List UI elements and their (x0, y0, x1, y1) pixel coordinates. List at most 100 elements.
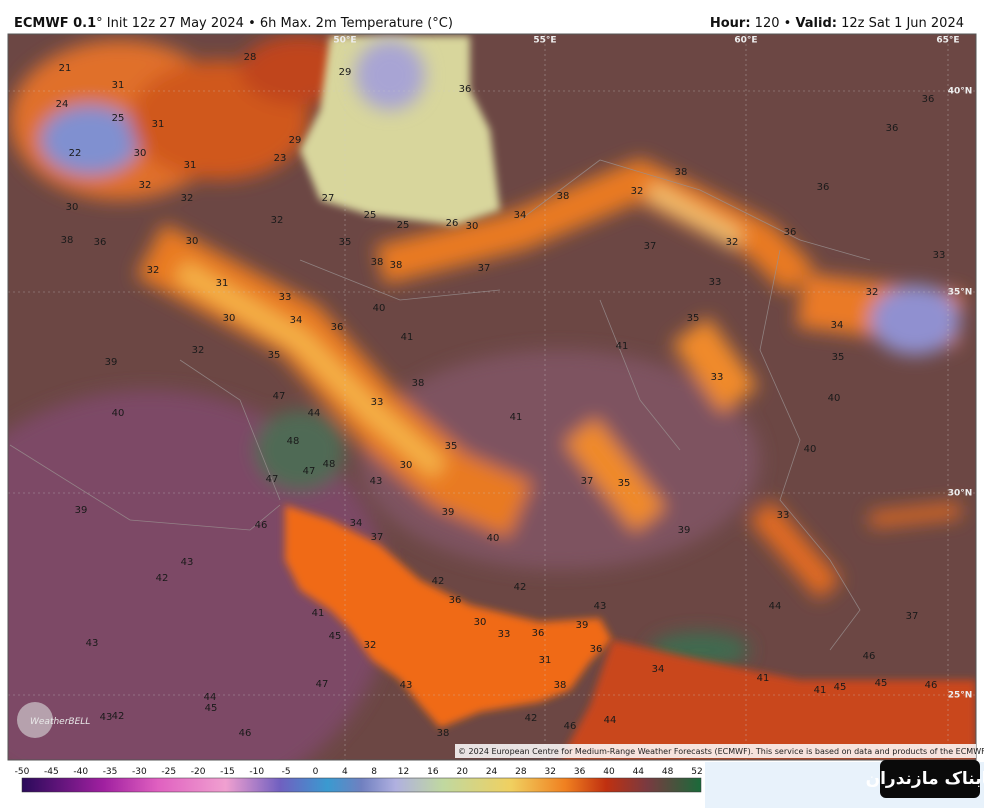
colorbar-tick-label: 20 (456, 767, 468, 777)
temperature-label: 42 (514, 582, 527, 593)
temperature-label: 30 (134, 148, 147, 159)
colorbar-tick-label: 4 (342, 767, 348, 777)
colorbar-tick-label: -45 (44, 767, 59, 777)
temperature-label: 37 (371, 532, 384, 543)
temperature-label: 32 (726, 237, 739, 248)
colorbar-tick-label: -30 (132, 767, 147, 777)
temperature-label: 34 (290, 315, 303, 326)
temperature-label: 45 (329, 631, 342, 642)
temperature-label: 47 (273, 391, 286, 402)
lat-label: 30°N (948, 489, 973, 499)
temperature-label: 39 (105, 357, 118, 368)
temperature-label: 43 (100, 712, 113, 723)
watermark: تابناک مازندران (866, 769, 984, 789)
temperature-label: 43 (400, 680, 413, 691)
temperature-label: 46 (239, 728, 252, 739)
temperature-label: 38 (557, 191, 570, 202)
temperature-label: 36 (532, 628, 545, 639)
temperature-label: 36 (784, 227, 797, 238)
colorbar-tick-label: 48 (662, 767, 674, 777)
temperature-label: 24 (56, 99, 69, 110)
colorbar-tick-label: 32 (545, 767, 556, 777)
colorbar-tick-label: -50 (15, 767, 30, 777)
temperature-label: 46 (255, 520, 268, 531)
temperature-label: 47 (303, 466, 316, 477)
temperature-label: 30 (186, 236, 199, 247)
temperature-label: 41 (401, 332, 414, 343)
colorbar-tick-label: 8 (371, 767, 377, 777)
colorbar-tick-label: 52 (691, 767, 702, 777)
colorbar-tick-label: 44 (633, 767, 645, 777)
temperature-label: 39 (678, 525, 691, 536)
temperature-label: 32 (181, 193, 194, 204)
temperature-label: 30 (466, 221, 479, 232)
temperature-label: 34 (652, 664, 665, 675)
temperature-label: 48 (323, 459, 336, 470)
temperature-label: 22 (69, 148, 82, 159)
temperature-label: 41 (510, 412, 523, 423)
colorbar-tick-label: -35 (103, 767, 118, 777)
lon-label: 65°E (936, 36, 959, 46)
temperature-label: 32 (364, 640, 377, 651)
temperature-label: 27 (322, 193, 335, 204)
temperature-label: 35 (687, 313, 700, 324)
temperature-label: 42 (156, 573, 169, 584)
temperature-label: 39 (442, 507, 455, 518)
temperature-label: 46 (863, 651, 876, 662)
temperature-label: 40 (487, 533, 500, 544)
temperature-label: 21 (59, 63, 72, 74)
logo: WeatherBELL (30, 717, 90, 727)
temperature-label: 32 (192, 345, 205, 356)
colorbar-tick-label: -20 (191, 767, 206, 777)
temperature-label: 40 (804, 444, 817, 455)
temperature-label: 28 (244, 52, 257, 63)
temperature-label: 38 (554, 680, 567, 691)
temperature-label: 46 (925, 680, 938, 691)
temperature-label: 25 (364, 210, 377, 221)
temperature-label: 42 (112, 711, 125, 722)
temperature-label: 44 (308, 408, 321, 419)
temperature-label: 37 (644, 241, 657, 252)
temperature-label: 41 (757, 673, 770, 684)
temperature-label: 34 (350, 518, 363, 529)
colorbar-tick-label: 36 (574, 767, 586, 777)
temperature-label: 29 (289, 135, 302, 146)
temperature-label: 37 (478, 263, 491, 274)
temperature-label: 26 (446, 218, 459, 229)
temperature-label: 36 (590, 644, 603, 655)
temperature-label: 43 (86, 638, 99, 649)
temperature-label: 30 (223, 313, 236, 324)
temperature-label: 34 (831, 320, 844, 331)
temperature-label: 44 (604, 715, 617, 726)
colorbar-tick-label: -25 (161, 767, 176, 777)
temperature-label: 32 (147, 265, 160, 276)
temperature-label: 30 (474, 617, 487, 628)
colorbar-tick-label: -40 (73, 767, 88, 777)
temperature-label: 33 (709, 277, 722, 288)
temperature-label: 44 (769, 601, 782, 612)
temperature-label: 37 (581, 476, 594, 487)
temperature-label: 34 (514, 210, 527, 221)
temperature-label: 30 (66, 202, 79, 213)
temperature-label: 38 (675, 167, 688, 178)
colorbar-tick-label: 24 (486, 767, 498, 777)
temperature-label: 23 (274, 153, 287, 164)
temperature-label: 40 (112, 408, 125, 419)
colorbar-tick-label: -5 (282, 767, 291, 777)
lon-label: 55°E (533, 36, 556, 46)
temperature-label: 43 (181, 557, 194, 568)
temperature-label: 42 (525, 713, 538, 724)
temperature-label: 35 (268, 350, 281, 361)
copyright: © 2024 European Centre for Medium-Range … (458, 747, 984, 756)
temperature-label: 44 (204, 692, 217, 703)
temperature-label: 32 (866, 287, 879, 298)
temperature-label: 36 (94, 237, 107, 248)
colorbar (21, 777, 702, 793)
colorbar-tick-label: 12 (398, 767, 409, 777)
lat-label: 25°N (948, 691, 973, 701)
temperature-label: 46 (564, 721, 577, 732)
temperature-label: 36 (922, 94, 935, 105)
temperature-label: 38 (61, 235, 74, 246)
